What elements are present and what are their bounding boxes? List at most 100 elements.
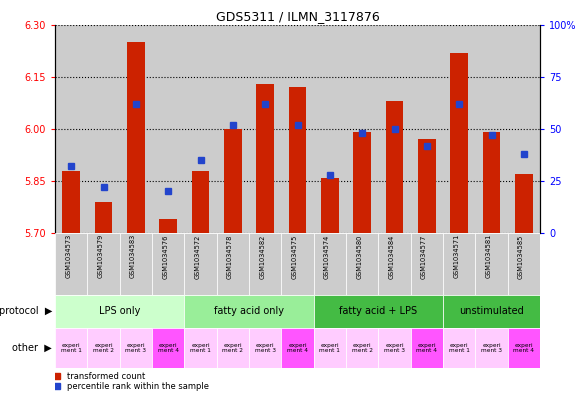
Text: GSM1034581: GSM1034581 — [485, 234, 491, 279]
Bar — [88, 25, 119, 233]
Bar — [443, 295, 540, 328]
Bar — [346, 25, 378, 233]
Bar — [55, 295, 184, 328]
Text: percentile rank within the sample: percentile rank within the sample — [67, 382, 209, 391]
Text: GSM1034576: GSM1034576 — [162, 234, 168, 279]
Bar — [249, 328, 281, 368]
Bar — [443, 328, 476, 368]
Bar — [152, 25, 184, 233]
Bar — [249, 25, 281, 233]
Bar — [508, 25, 540, 233]
Bar — [184, 328, 217, 368]
Text: transformed count: transformed count — [67, 371, 146, 380]
Text: GSM1034584: GSM1034584 — [389, 234, 394, 279]
Text: GSM1034578: GSM1034578 — [227, 234, 233, 279]
Bar — [346, 328, 378, 368]
Bar — [152, 328, 184, 368]
Text: GSM1034574: GSM1034574 — [324, 234, 330, 279]
Text: GSM1034577: GSM1034577 — [421, 234, 427, 279]
Bar — [191, 171, 209, 233]
Bar — [160, 219, 177, 233]
Bar — [346, 233, 378, 295]
Bar — [127, 42, 145, 233]
Bar — [476, 328, 508, 368]
Bar — [515, 174, 532, 233]
Text: experi
ment 2: experi ment 2 — [93, 343, 114, 353]
Bar — [314, 328, 346, 368]
Bar — [281, 328, 314, 368]
Text: experi
ment 3: experi ment 3 — [125, 343, 146, 353]
Bar — [321, 178, 339, 233]
Bar — [314, 25, 346, 233]
Bar — [55, 328, 88, 368]
Text: experi
ment 1: experi ment 1 — [449, 343, 470, 353]
Bar — [378, 25, 411, 233]
Text: GSM1034582: GSM1034582 — [259, 234, 265, 279]
Text: fatty acid only: fatty acid only — [214, 307, 284, 316]
Bar — [411, 25, 443, 233]
Text: protocol  ▶: protocol ▶ — [0, 307, 52, 316]
Bar — [62, 171, 80, 233]
Bar — [508, 328, 540, 368]
Bar — [411, 233, 443, 295]
Bar — [119, 25, 152, 233]
Bar — [378, 328, 411, 368]
Text: experi
ment 2: experi ment 2 — [351, 343, 373, 353]
Bar — [314, 233, 346, 295]
Text: GSM1034573: GSM1034573 — [65, 234, 71, 279]
Text: experi
ment 4: experi ment 4 — [513, 343, 534, 353]
Bar — [55, 25, 88, 233]
Text: GSM1034583: GSM1034583 — [130, 234, 136, 279]
Text: fatty acid + LPS: fatty acid + LPS — [339, 307, 418, 316]
Bar — [353, 132, 371, 233]
Bar — [450, 53, 468, 233]
Bar — [95, 202, 113, 233]
Text: GSM1034585: GSM1034585 — [518, 234, 524, 279]
Bar — [289, 87, 306, 233]
Text: experi
ment 2: experi ment 2 — [222, 343, 244, 353]
Text: experi
ment 3: experi ment 3 — [384, 343, 405, 353]
Bar — [184, 25, 217, 233]
Bar — [508, 233, 540, 295]
Text: experi
ment 1: experi ment 1 — [190, 343, 211, 353]
Bar — [411, 328, 443, 368]
Bar — [256, 84, 274, 233]
Bar — [184, 295, 314, 328]
Text: experi
ment 4: experi ment 4 — [416, 343, 437, 353]
Text: experi
ment 1: experi ment 1 — [320, 343, 340, 353]
Text: other  ▶: other ▶ — [12, 343, 52, 353]
Text: GSM1034579: GSM1034579 — [97, 234, 103, 279]
Bar — [217, 25, 249, 233]
Text: GSM1034572: GSM1034572 — [194, 234, 201, 279]
Text: experi
ment 3: experi ment 3 — [255, 343, 276, 353]
Text: unstimulated: unstimulated — [459, 307, 524, 316]
Bar — [314, 295, 443, 328]
Text: experi
ment 3: experi ment 3 — [481, 343, 502, 353]
Bar — [224, 129, 242, 233]
Text: experi
ment 1: experi ment 1 — [61, 343, 82, 353]
Bar — [476, 233, 508, 295]
Bar — [119, 328, 152, 368]
Bar — [249, 233, 281, 295]
Bar — [55, 233, 88, 295]
Text: experi
ment 4: experi ment 4 — [158, 343, 179, 353]
Bar — [281, 233, 314, 295]
Bar — [443, 25, 476, 233]
Bar — [152, 233, 184, 295]
Bar — [119, 233, 152, 295]
Text: GSM1034575: GSM1034575 — [292, 234, 298, 279]
Bar — [88, 233, 119, 295]
Bar — [184, 233, 217, 295]
Bar — [386, 101, 404, 233]
Text: GSM1034571: GSM1034571 — [453, 234, 459, 279]
Text: experi
ment 4: experi ment 4 — [287, 343, 308, 353]
Bar — [476, 25, 508, 233]
Text: LPS only: LPS only — [99, 307, 140, 316]
Text: GSM1034580: GSM1034580 — [356, 234, 362, 279]
Bar — [217, 233, 249, 295]
Bar — [418, 140, 436, 233]
Bar — [378, 233, 411, 295]
Bar — [88, 328, 119, 368]
Bar — [281, 25, 314, 233]
Text: GDS5311 / ILMN_3117876: GDS5311 / ILMN_3117876 — [216, 10, 379, 23]
